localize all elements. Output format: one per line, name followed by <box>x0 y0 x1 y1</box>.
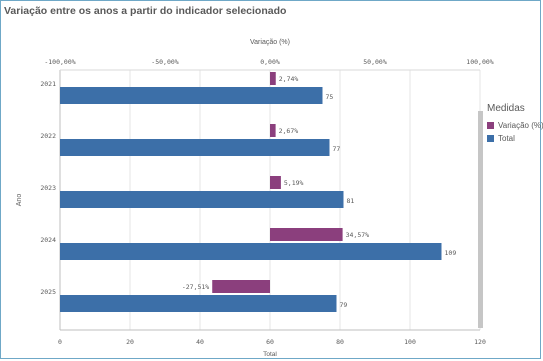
category-label: 2024 <box>40 236 56 244</box>
bottom-tick-label: 60 <box>266 338 274 346</box>
data-label-variacao: 34,57% <box>346 231 370 239</box>
y-axis-title: Ano <box>16 194 23 207</box>
data-label-total: 77 <box>333 145 341 153</box>
data-label-variacao: 5,19% <box>284 179 304 187</box>
top-axis-title: Variação (%) <box>250 39 290 46</box>
bar-total-2022 <box>60 139 330 156</box>
text-layer: Variação (%) -100,00% -50,00% 0,00% 50,00% 10… <box>16 39 494 358</box>
bottom-tick-label: 0 <box>58 338 62 346</box>
bottom-tick-label: 100 <box>404 338 416 346</box>
bottom-axis-title: Total <box>263 351 277 358</box>
category-label: 2022 <box>40 132 56 140</box>
legend-label-variacao: Variação (%) <box>498 121 543 130</box>
data-label-total: 109 <box>445 249 457 257</box>
top-tick-label: 0,00% <box>260 58 280 66</box>
legend-label-total: Total <box>498 134 515 143</box>
top-tick-label: 100,00% <box>466 58 493 66</box>
data-label-variacao: -27,51% <box>182 283 209 291</box>
legend-item-variacao[interactable]: Variação (%) <box>487 119 543 132</box>
legend-swatch-total <box>487 135 494 142</box>
bar-layer <box>60 72 442 312</box>
bar-variacao-2022 <box>270 124 276 137</box>
bottom-tick-label: 40 <box>196 338 204 346</box>
bar-variacao-2024 <box>270 228 343 241</box>
bottom-tick-label: 120 <box>474 338 486 346</box>
bar-total-2025 <box>60 295 337 312</box>
top-tick-label: -50,00% <box>151 58 178 66</box>
data-label-total: 79 <box>340 301 348 309</box>
bottom-tick-label: 20 <box>126 338 134 346</box>
legend-item-total[interactable]: Total <box>487 132 543 145</box>
bar-variacao-2023 <box>270 176 281 189</box>
category-label: 2025 <box>40 288 56 296</box>
top-tick-label: -100,00% <box>44 58 75 66</box>
data-label-variacao: 2,67% <box>279 127 299 135</box>
data-label-total: 81 <box>347 197 355 205</box>
legend-title: Medidas <box>487 103 525 114</box>
legend-scrollbar[interactable] <box>478 111 483 328</box>
top-tick-label: 50,00% <box>363 58 387 66</box>
category-label: 2023 <box>40 184 56 192</box>
legend: Medidas Variação (%) Total <box>487 103 543 145</box>
bar-total-2024 <box>60 243 442 260</box>
data-label-variacao: 2,74% <box>279 75 299 83</box>
bar-total-2021 <box>60 87 323 104</box>
legend-swatch-variacao <box>487 122 494 129</box>
bottom-tick-label: 80 <box>336 338 344 346</box>
chart-title: Variação entre os anos a partir do indic… <box>4 5 287 17</box>
data-label-total: 75 <box>326 93 334 101</box>
bar-variacao-2025 <box>212 280 270 293</box>
bar-total-2023 <box>60 191 344 208</box>
bar-variacao-2021 <box>270 72 276 85</box>
category-label: 2021 <box>40 80 56 88</box>
